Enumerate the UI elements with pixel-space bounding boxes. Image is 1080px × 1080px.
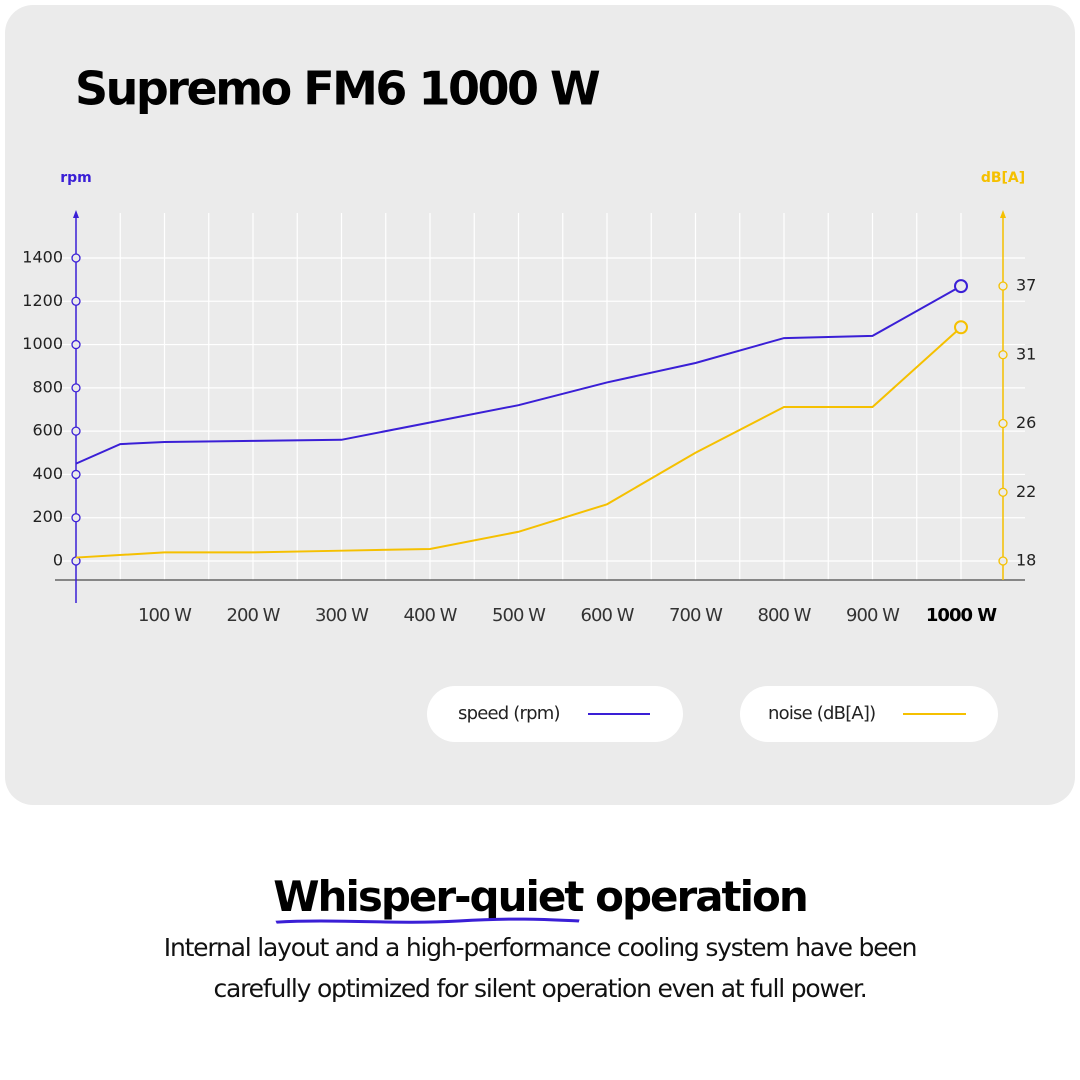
legend-label: speed (rpm): [458, 703, 560, 724]
y2-tick-mark: [998, 418, 1008, 429]
chart-card: [5, 5, 1075, 805]
y-tick-label: 1400: [22, 248, 63, 267]
y-tick-label: 1000: [22, 334, 63, 353]
y-axis-label: rpm: [60, 170, 92, 186]
description: Internal layout and a high-performance c…: [163, 933, 918, 1003]
y2-axis-arrow: [1000, 210, 1006, 218]
x-tick-label: 1000 W: [926, 605, 997, 626]
heading-rest: operation: [595, 872, 809, 921]
legend-pill: [740, 686, 998, 742]
y-tick-mark: [71, 426, 81, 436]
y-tick-mark: [71, 383, 81, 393]
y2-tick-mark: [998, 350, 1008, 360]
y2-tick-label: 22: [1016, 482, 1036, 501]
legend-pill: [427, 686, 683, 742]
y-tick-label: 200: [32, 507, 63, 526]
x-tick-label: 400 W: [404, 605, 458, 626]
y-tick-label: 0: [53, 551, 63, 570]
y-tick-label: 800: [32, 377, 63, 396]
x-tick-label: 600 W: [581, 605, 635, 626]
y2-tick-mark: [998, 556, 1008, 566]
y2-tick-label: 18: [1016, 551, 1036, 570]
series-line: [75, 285, 962, 465]
legend-label: noise (dB[A]): [768, 703, 875, 724]
series-line: [75, 326, 962, 559]
x-tick-label: 300 W: [315, 605, 369, 626]
grid: [55, 213, 1025, 580]
y-tick-mark: [71, 339, 81, 350]
y2-tick-label: 31: [1016, 344, 1036, 363]
end-point: [954, 279, 968, 294]
chart-title: Supremo FM6 1000 W: [75, 62, 600, 116]
scribble: [275, 917, 580, 924]
y2-tick-mark: [998, 281, 1008, 291]
x-tick-label: 700 W: [669, 605, 723, 626]
x-tick-label: 500 W: [492, 605, 546, 626]
y-tick-label: 1200: [22, 291, 63, 310]
y-axis-arrow: [73, 210, 79, 218]
y-tick-label: 400: [32, 464, 63, 483]
heading: Whisper-quiet operation: [0, 872, 1080, 924]
y-tick-label: 600: [32, 421, 63, 440]
x-tick-label: 100 W: [138, 605, 192, 626]
y-tick-mark: [71, 513, 81, 523]
y-tick-mark: [71, 296, 81, 306]
heading-highlight-text: Whisper-quiet: [273, 872, 584, 921]
heading-highlight: Whisper-quiet: [273, 872, 584, 924]
chart: Supremo FM6 1000 W rpm dB[A] speed (rpm)…: [22, 62, 1036, 742]
x-tick-label: 200 W: [227, 605, 281, 626]
y2-tick-label: 37: [1016, 276, 1036, 295]
y2-tick-mark: [998, 487, 1008, 497]
footer: Whisper-quiet operation Internal layout …: [0, 872, 1080, 1009]
end-point: [954, 320, 968, 335]
x-tick-label: 800 W: [758, 605, 812, 626]
y-tick-mark: [71, 253, 81, 263]
y-tick-mark: [71, 469, 81, 480]
y2-tick-label: 26: [1016, 413, 1036, 432]
x-tick-label: 900 W: [846, 605, 900, 626]
y2-axis-label: dB[A]: [981, 170, 1025, 186]
legend: speed (rpm) noise (dB[A]): [427, 686, 998, 742]
